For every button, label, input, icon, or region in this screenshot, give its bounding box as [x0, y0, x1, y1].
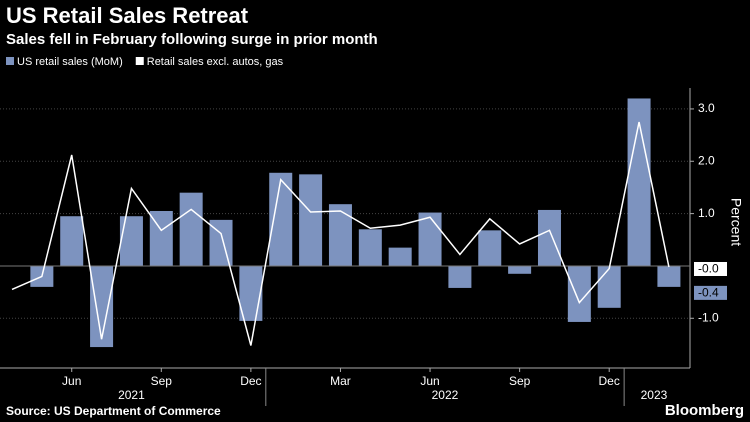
- bar: [567, 265, 591, 322]
- bar: [269, 172, 293, 266]
- legend-label: Retail sales excl. autos, gas: [147, 56, 284, 68]
- x-tick-label: Jun: [420, 374, 439, 388]
- bar: [328, 204, 352, 266]
- y-tick-label: 2.0: [698, 153, 715, 167]
- x-tick-label: Jun: [62, 374, 81, 388]
- x-tick-label: Sep: [509, 374, 531, 388]
- bar: [239, 265, 263, 321]
- legend-label: US retail sales (MoM): [17, 56, 123, 68]
- source: Source: US Department of Commerce: [6, 404, 221, 418]
- x-group-label: 2022: [432, 388, 459, 402]
- bar: [657, 265, 681, 287]
- bar: [60, 216, 84, 266]
- x-tick-label: Mar: [330, 374, 351, 388]
- chart-subtitle: Sales fell in February following surge i…: [6, 31, 378, 48]
- bar: [119, 216, 143, 266]
- legend-swatch: [6, 57, 14, 65]
- bar: [299, 174, 323, 266]
- bar: [597, 265, 621, 308]
- y-tick-label: 3.0: [698, 101, 715, 115]
- value-label-box: [694, 285, 727, 300]
- value-label: -0.0: [698, 262, 719, 276]
- bar: [90, 265, 114, 348]
- y-tick-label: 1.0: [698, 206, 715, 220]
- x-group-label: 2021: [118, 388, 145, 402]
- bar: [418, 212, 442, 266]
- y-tick-label: -1.0: [698, 310, 719, 324]
- bar: [448, 265, 472, 288]
- x-tick-label: Dec: [240, 374, 261, 388]
- x-group-label: 2023: [641, 388, 668, 402]
- line: [11, 121, 670, 346]
- y-axis-label: Percent: [728, 198, 744, 246]
- bar: [179, 192, 203, 266]
- x-tick-label: Sep: [151, 374, 173, 388]
- brand: Bloomberg: [665, 402, 744, 419]
- x-tick-label: Dec: [599, 374, 620, 388]
- bar: [508, 265, 532, 274]
- bar: [627, 98, 651, 266]
- chart-title: US Retail Sales Retreat: [6, 3, 249, 28]
- bar: [149, 210, 173, 266]
- bar: [388, 247, 412, 266]
- bar: [537, 209, 561, 266]
- value-label: -0.4: [698, 286, 719, 300]
- value-label-box: [694, 261, 727, 276]
- bar: [358, 229, 382, 266]
- legend-swatch: [135, 57, 144, 65]
- bar: [478, 230, 502, 266]
